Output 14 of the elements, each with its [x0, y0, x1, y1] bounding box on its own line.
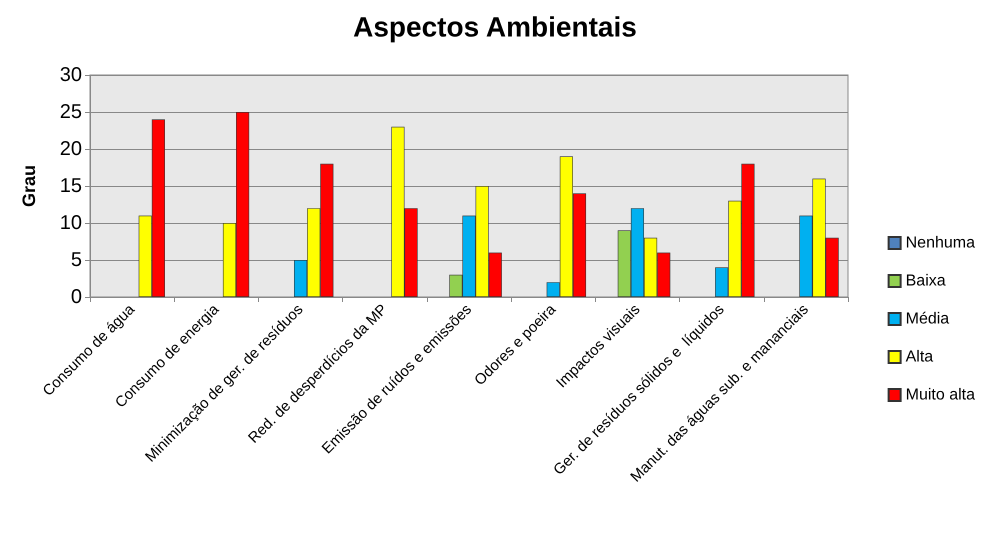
- y-axis-title: Grau: [19, 164, 39, 208]
- legend-label: Baixa: [906, 272, 946, 290]
- chart-title: Aspectos Ambientais: [353, 12, 637, 42]
- y-tick-label: 15: [60, 175, 82, 197]
- legend-label: Muito alta: [906, 386, 976, 404]
- y-tick-label: 30: [60, 64, 82, 86]
- y-tick-label: 10: [60, 212, 82, 234]
- legend-label: Nenhuma: [906, 234, 976, 252]
- y-tick-label: 20: [60, 138, 82, 160]
- y-tick-label: 5: [70, 249, 82, 271]
- y-tick-label: 0: [70, 286, 82, 308]
- y-tick-label: 25: [60, 101, 82, 123]
- legend-label: Média: [906, 310, 950, 328]
- legend-label: Alta: [906, 348, 934, 366]
